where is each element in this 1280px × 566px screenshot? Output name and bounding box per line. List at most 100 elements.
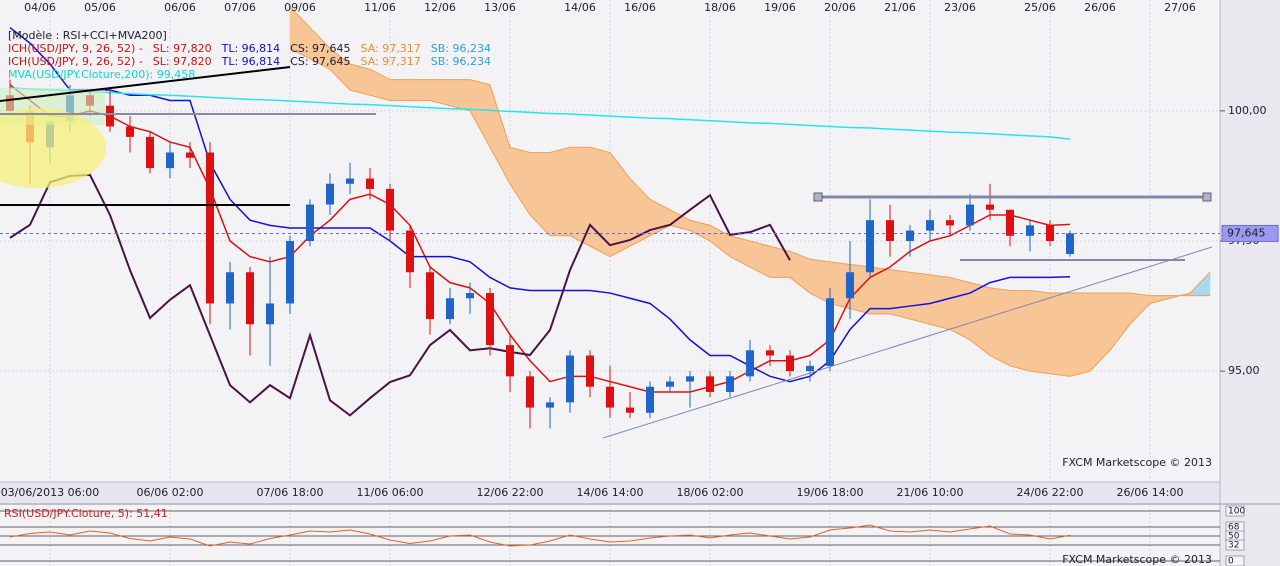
candle-body [706, 376, 714, 392]
cloud-segment [989, 287, 1011, 367]
x-tick-label: 26/06 14:00 [1117, 486, 1184, 499]
drawing-objects [0, 66, 1213, 439]
legend-item: MVA(USD/JPY.Cloture,200): 99,458 [8, 68, 196, 81]
legend-item: TL: 96,814 [221, 55, 281, 68]
candle-body [666, 381, 674, 387]
candle-body [306, 204, 314, 241]
candle-body [986, 204, 994, 210]
x-tick-label: 07/06 18:00 [257, 486, 324, 499]
top-date-label: 25/06 [1024, 1, 1056, 14]
top-date-label: 19/06 [764, 1, 796, 14]
indicator-line [9, 84, 1071, 393]
y-tick-label: 100,00 [1228, 104, 1267, 117]
candle-body [826, 298, 834, 366]
indicator-line [9, 173, 791, 417]
candle-body [606, 386, 614, 408]
candle-body [726, 376, 734, 392]
rsi-watermark: FXCM Marketscope © 2013 [1062, 553, 1212, 566]
candle-body [106, 105, 114, 127]
indicator-line [9, 26, 1071, 383]
rsi-tick-label: 50 [1228, 532, 1240, 542]
candle-body [126, 126, 134, 137]
top-date-label: 20/06 [824, 1, 856, 14]
line-handle [813, 192, 823, 202]
legend-row: MVA(USD/JPY.Cloture,200): 99,458 [8, 68, 501, 81]
candle-body [446, 298, 454, 320]
top-date-label: 09/06 [284, 1, 316, 14]
cloud-segment [889, 269, 911, 320]
candle-body [486, 293, 494, 346]
cloud-segment [1049, 292, 1071, 377]
cloud-segment [409, 79, 431, 101]
candle-body [386, 188, 394, 231]
x-tick-label: 12/06 22:00 [477, 486, 544, 499]
candle-body [466, 293, 474, 299]
rsi-background [0, 505, 1220, 566]
legend-item: CS: 97,645 [290, 55, 351, 68]
candle-body [186, 152, 194, 158]
top-date-label: 06/06 [164, 1, 196, 14]
rsi-tick-box [1225, 505, 1245, 517]
top-date-label: 14/06 [564, 1, 596, 14]
legend-row: [Modèle : RSI+CCI+MVA200] [8, 29, 501, 42]
top-date-label: 07/06 [224, 1, 256, 14]
x-tick-label: 11/06 06:00 [357, 486, 424, 499]
candle-body [786, 355, 794, 372]
candle-body [226, 272, 234, 304]
x-tick-label: 03/06/2013 06:00 [1, 486, 100, 499]
legend-item: ICH(USD/JPY, 9, 26, 52) - [8, 42, 143, 55]
time-axis-background [0, 482, 1220, 502]
x-tick-label: 18/06 02:00 [677, 486, 744, 499]
top-date-label: 23/06 [944, 1, 976, 14]
y-tick-label: 95,00 [1228, 364, 1260, 377]
candle-body [166, 152, 174, 169]
highlight-ellipse [0, 108, 106, 188]
top-date-label: 13/06 [484, 1, 516, 14]
cloud-segment [1069, 292, 1091, 377]
top-date-label: 26/06 [1084, 1, 1116, 14]
candle-body [886, 220, 894, 241]
top-date-label: 12/06 [424, 1, 456, 14]
legend-item: SB: 96,234 [430, 55, 491, 68]
legend-row: ICH(USD/JPY, 9, 26, 52) - SL: 97,820 TL: 9… [8, 42, 501, 55]
indicator-line [9, 87, 1071, 140]
cloud-edge [289, 47, 1211, 377]
candle-body [926, 220, 934, 231]
legend-item: SA: 97,317 [360, 42, 421, 55]
rsi-tick-label: 32 [1228, 541, 1239, 551]
x-tick-label: 24/06 22:00 [1017, 486, 1084, 499]
candle-body [746, 350, 754, 377]
top-date-label: 16/06 [624, 1, 656, 14]
rsi-tick-box [1225, 555, 1245, 566]
legend-item: ICH(USD/JPY, 9, 26, 52) - [8, 55, 143, 68]
rsi-panel [0, 505, 1220, 566]
candle-body [686, 376, 694, 382]
candle-body [346, 178, 354, 184]
candle-body [426, 272, 434, 320]
candle-body [966, 204, 974, 226]
rsi-label: RSI(USD/JPY.Cloture, 5): 51,41 [4, 507, 168, 520]
candle-body [566, 355, 574, 403]
uptrend-line [602, 246, 1213, 439]
x-tick-label: 14/06 14:00 [577, 486, 644, 499]
top-date-label: 05/06 [84, 1, 116, 14]
candle-body [1066, 233, 1074, 255]
top-date-label: 04/06 [24, 1, 56, 14]
legend-item: SA: 97,317 [360, 55, 421, 68]
candle-body [766, 350, 774, 356]
rsi-tick-label: 68 [1228, 523, 1240, 533]
candle-body [846, 272, 854, 299]
candle-body [866, 220, 874, 273]
rsi-tick-label: 0 [1228, 557, 1234, 566]
legend-item: SB: 96,234 [430, 42, 491, 55]
top-date-label: 21/06 [884, 1, 916, 14]
top-date-label: 11/06 [364, 1, 396, 14]
candle-body [286, 241, 294, 304]
current-price-label: 97,645 [1227, 226, 1266, 239]
current-price-box [1221, 224, 1279, 242]
candle-body [146, 136, 154, 169]
cloud-segment [1009, 290, 1031, 372]
x-tick-label: 06/06 02:00 [137, 486, 204, 499]
